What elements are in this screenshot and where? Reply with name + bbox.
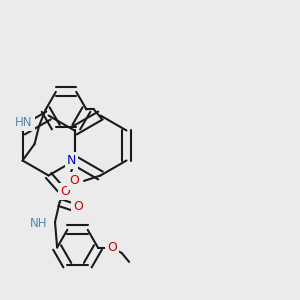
Text: O: O xyxy=(60,185,70,198)
Text: O: O xyxy=(107,241,117,254)
Text: N: N xyxy=(67,154,76,167)
Text: NH: NH xyxy=(30,217,47,230)
Text: O: O xyxy=(70,174,79,188)
Text: HN: HN xyxy=(15,116,32,129)
Text: O: O xyxy=(74,200,83,214)
